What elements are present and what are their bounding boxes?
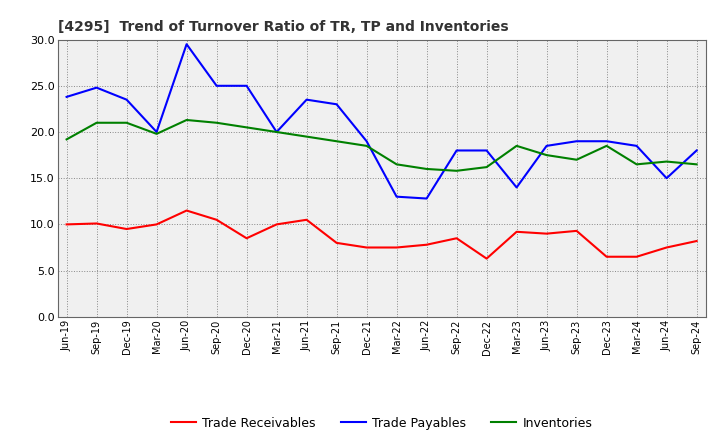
Trade Payables [482, 148, 491, 153]
Trade Payables [212, 83, 221, 88]
Trade Receivables [422, 242, 431, 247]
Trade Payables [153, 129, 161, 135]
Trade Payables [272, 129, 281, 135]
Trade Payables [662, 176, 671, 181]
Inventories [212, 120, 221, 125]
Inventories [422, 166, 431, 172]
Trade Payables [693, 148, 701, 153]
Trade Receivables [542, 231, 551, 236]
Inventories [92, 120, 101, 125]
Trade Payables [452, 148, 461, 153]
Inventories [122, 120, 131, 125]
Inventories [333, 139, 341, 144]
Trade Payables [333, 102, 341, 107]
Trade Receivables [513, 229, 521, 235]
Line: Inventories: Inventories [66, 120, 697, 171]
Trade Receivables [153, 222, 161, 227]
Inventories [362, 143, 371, 148]
Text: [4295]  Trend of Turnover Ratio of TR, TP and Inventories: [4295] Trend of Turnover Ratio of TR, TP… [58, 20, 508, 34]
Trade Payables [302, 97, 311, 102]
Inventories [452, 168, 461, 173]
Trade Payables [632, 143, 641, 148]
Line: Trade Receivables: Trade Receivables [66, 210, 697, 259]
Trade Receivables [602, 254, 611, 259]
Trade Payables [392, 194, 401, 199]
Trade Receivables [362, 245, 371, 250]
Trade Payables [182, 41, 191, 47]
Trade Receivables [122, 226, 131, 231]
Trade Payables [513, 185, 521, 190]
Trade Payables [92, 85, 101, 90]
Line: Trade Payables: Trade Payables [66, 44, 697, 198]
Trade Receivables [182, 208, 191, 213]
Trade Receivables [333, 240, 341, 246]
Trade Receivables [242, 235, 251, 241]
Inventories [513, 143, 521, 148]
Inventories [182, 117, 191, 123]
Trade Receivables [92, 221, 101, 226]
Trade Receivables [572, 228, 581, 234]
Inventories [302, 134, 311, 139]
Inventories [272, 129, 281, 135]
Inventories [542, 152, 551, 158]
Legend: Trade Receivables, Trade Payables, Inventories: Trade Receivables, Trade Payables, Inven… [166, 412, 597, 435]
Trade Receivables [272, 222, 281, 227]
Trade Payables [362, 139, 371, 144]
Trade Receivables [693, 238, 701, 244]
Inventories [242, 125, 251, 130]
Inventories [392, 161, 401, 167]
Trade Payables [602, 139, 611, 144]
Inventories [153, 131, 161, 136]
Trade Receivables [392, 245, 401, 250]
Trade Receivables [662, 245, 671, 250]
Trade Payables [422, 196, 431, 201]
Trade Payables [62, 94, 71, 99]
Trade Payables [242, 83, 251, 88]
Inventories [662, 159, 671, 164]
Inventories [632, 161, 641, 167]
Inventories [572, 157, 581, 162]
Trade Payables [542, 143, 551, 148]
Trade Receivables [212, 217, 221, 222]
Trade Receivables [62, 222, 71, 227]
Trade Receivables [302, 217, 311, 222]
Inventories [482, 165, 491, 170]
Inventories [62, 137, 71, 142]
Inventories [602, 143, 611, 148]
Trade Receivables [452, 235, 461, 241]
Inventories [693, 161, 701, 167]
Trade Receivables [482, 256, 491, 261]
Trade Payables [572, 139, 581, 144]
Trade Payables [122, 97, 131, 102]
Trade Receivables [632, 254, 641, 259]
